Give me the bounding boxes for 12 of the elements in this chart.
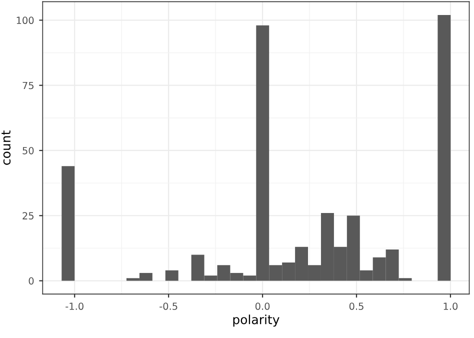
y-tick-label: 75 <box>22 82 34 90</box>
x-tick-label: -0.5 <box>160 302 178 310</box>
y-axis-title: count <box>2 130 11 165</box>
y-tick-label: 0 <box>28 277 34 285</box>
y-tick-label: 100 <box>16 16 34 24</box>
x-tick-label: 1.0 <box>444 302 458 310</box>
y-tick-label: 25 <box>22 212 34 220</box>
y-tick-label: 50 <box>22 146 34 154</box>
x-tick-label: 0.5 <box>349 302 364 310</box>
x-axis-title: polarity <box>233 314 280 327</box>
x-tick-label: -1.0 <box>66 302 84 310</box>
x-tick-label: 0.0 <box>255 302 270 310</box>
